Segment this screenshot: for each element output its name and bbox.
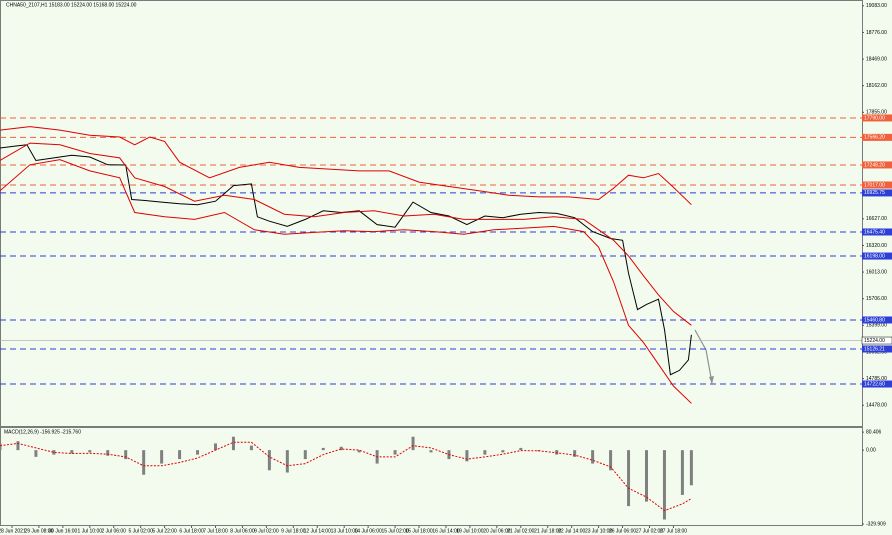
y-tick-label: 16320.00 [866, 243, 887, 249]
y-tick-label: 15399.00 [866, 323, 887, 329]
x-tick-label: 23 Jul 10:00 [585, 528, 612, 534]
level-label: 17566.20 [864, 135, 885, 141]
indicator-title: MACD(12,26,9) -156.925 -215.760 [4, 429, 81, 435]
bollinger-band [0, 159, 692, 404]
x-tick-label: 19 Jul 10:00 [456, 528, 483, 534]
level-label: 17790.00 [864, 115, 885, 121]
y-tick-label: 17855.00 [866, 110, 887, 116]
x-tick-label: 16 Jul 14:00 [432, 528, 459, 534]
signal-line [0, 441, 692, 512]
price-line [0, 144, 692, 376]
chart-title: CHNA50_2107,H1 15183.00 15224.00 15168.0… [6, 2, 137, 8]
y-tick-label: 18469.00 [866, 56, 887, 62]
x-tick-label: 21 Jul 18:00 [534, 528, 561, 534]
x-tick-label: 15 Jul 18:00 [405, 528, 432, 534]
x-tick-label: 22 Jul 14:00 [558, 528, 585, 534]
level-label: 14722.60 [864, 381, 885, 387]
x-tick-label: 13 Jul 10:00 [331, 528, 358, 534]
bollinger-band [0, 126, 692, 206]
level-label-bg [862, 189, 892, 197]
bollinger-band [0, 142, 692, 326]
y-tick-label: -329.909 [866, 521, 886, 527]
x-tick-label: 8 Jul 06:00 [230, 528, 255, 534]
y-tick-label: 14785.00 [866, 376, 887, 382]
y-tick-label: 16627.00 [866, 216, 887, 222]
y-tick-label: 19083.00 [866, 3, 887, 9]
level-label-bg [862, 252, 892, 260]
main-pane [0, 0, 863, 427]
level-label-bg [862, 345, 892, 353]
x-tick-label: 27 Jul 02:00 [636, 528, 663, 534]
y-tick-label: 18162.00 [866, 83, 887, 89]
y-tick-label: 0.00 [866, 447, 876, 453]
x-tick-label: 1 Jul 10:00 [78, 528, 103, 534]
level-label-bg [862, 228, 892, 236]
x-tick-label: 26 Jul 06:00 [609, 528, 636, 534]
y-tick-label: 80.406 [866, 429, 882, 435]
level-label: 16475.40 [864, 229, 885, 235]
arrow-head [709, 376, 714, 384]
x-tick-label: 9 Jul 18:00 [281, 528, 306, 534]
level-label-bg [862, 316, 892, 324]
x-tick-label: 21 Jul 02:00 [507, 528, 534, 534]
x-tick-label: 28 Jun 2021 [0, 528, 26, 534]
x-tick-label: 5 Jul 02:00 [128, 528, 153, 534]
y-tick-label: 16013.00 [866, 269, 887, 275]
macd-pane [0, 427, 863, 526]
x-tick-label: 2 Jul 06:00 [102, 528, 127, 534]
y-tick-label: 14478.00 [866, 403, 887, 409]
x-tick-label: 29 Jun 08:00 [24, 528, 53, 534]
level-label-bg [862, 114, 892, 122]
level-label: 15126.21 [864, 346, 885, 352]
level-label-bg [862, 181, 892, 189]
projection-arrow [694, 329, 713, 384]
level-label-bg [862, 161, 892, 169]
x-tick-label: 12 Jul 14:00 [304, 528, 331, 534]
current-price-label: 15224.00 [864, 338, 885, 344]
x-tick-label: 6 Jul 18:00 [179, 528, 204, 534]
y-tick-label: 15706.00 [866, 296, 887, 302]
x-tick-label: 14 Jul 06:00 [355, 528, 382, 534]
x-tick-label: 27 Jul 18:00 [660, 528, 687, 534]
x-tick-label: 7 Jul 18:00 [203, 528, 228, 534]
x-tick-label: 30 Jun 16:00 [48, 528, 77, 534]
level-label: 16198.00 [864, 253, 885, 259]
current-price-bg [861, 336, 892, 345]
level-label: 15460.80 [864, 317, 885, 323]
level-label-bg [862, 380, 892, 388]
level-label: 17248.20 [864, 162, 885, 168]
y-tick-label: 18776.00 [866, 30, 887, 36]
level-label: 17017.00 [864, 182, 885, 188]
x-tick-label: 9 Jul 02:00 [254, 528, 279, 534]
x-tick-label: 20 Jul 06:00 [483, 528, 510, 534]
level-label: 16925.75 [864, 190, 885, 196]
x-tick-label: 15 Jul 02:00 [381, 528, 408, 534]
x-tick-label: 5 Jul 22:00 [152, 528, 177, 534]
level-label-bg [862, 133, 892, 141]
